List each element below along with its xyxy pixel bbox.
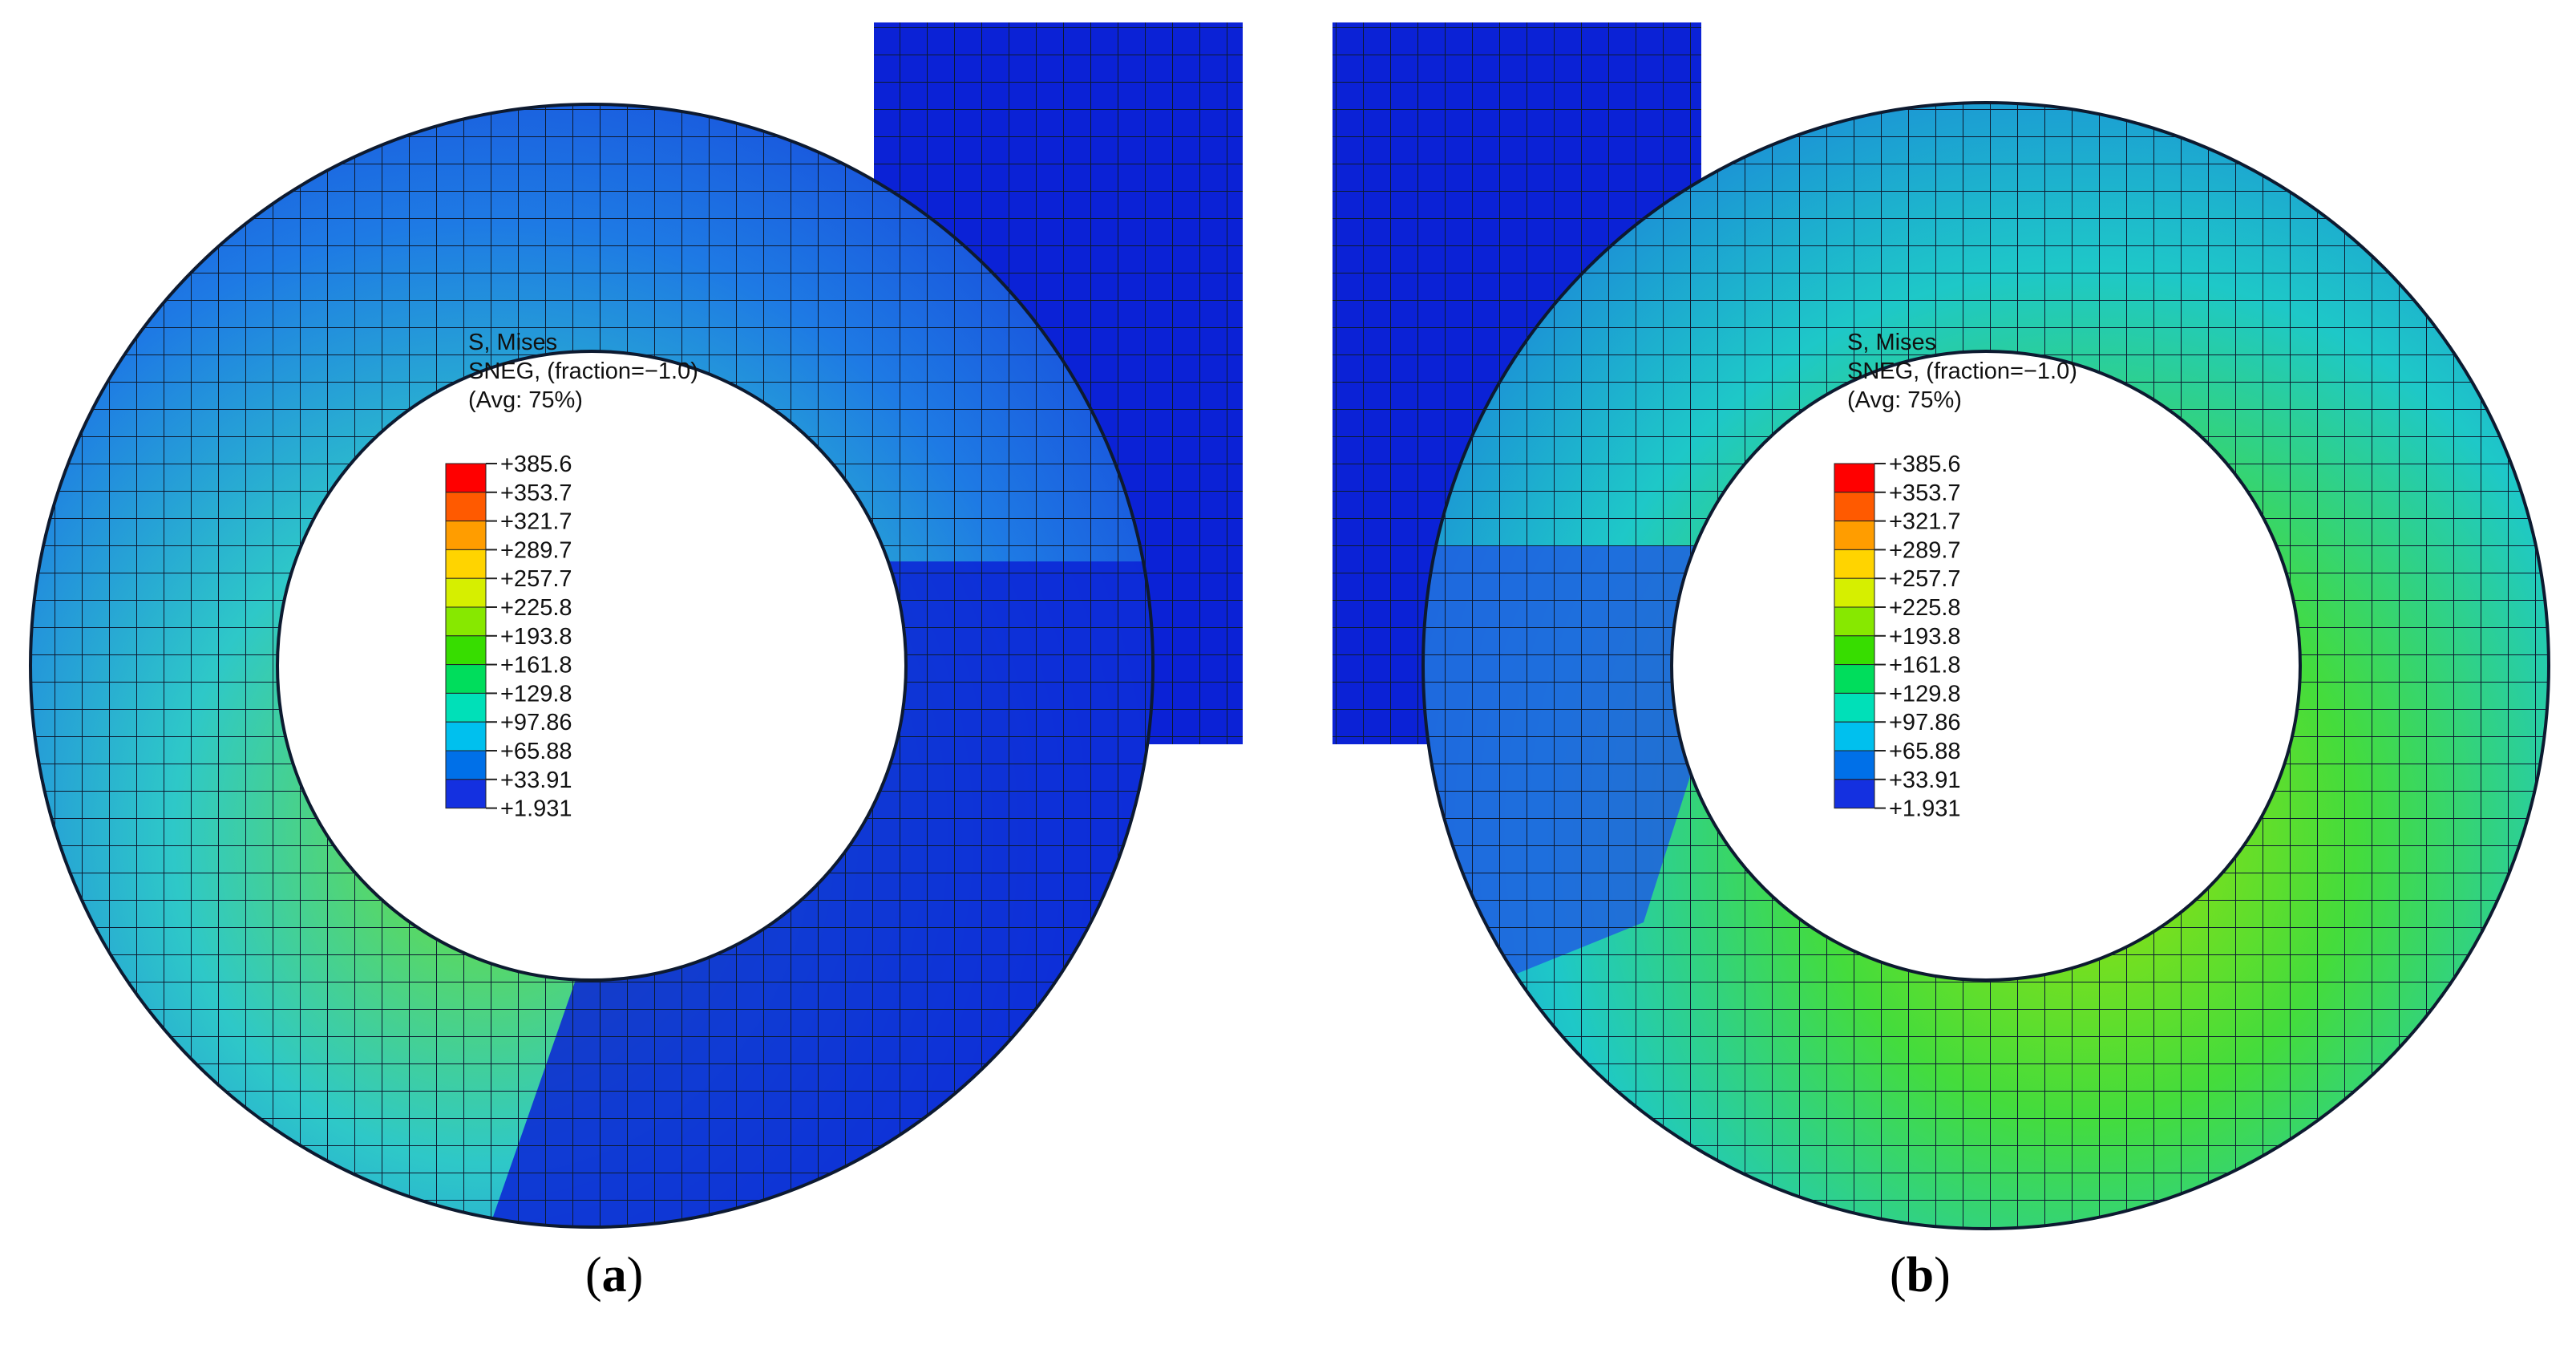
legend-swatch (1834, 577, 1875, 608)
legend-swatch (445, 549, 487, 579)
legend-swatch (1834, 463, 1875, 493)
legend-value: +129.8 (1889, 681, 1961, 707)
legend-swatch (445, 779, 487, 809)
panel-b-inner-bore (1670, 350, 2302, 982)
legend-value: +65.88 (1889, 739, 1961, 764)
legend-color-bar: +385.6 +353.7 +321.7+289.7 +257.7 +225.8 +193… (445, 452, 572, 822)
legend-value: +97.86 (1889, 710, 1961, 735)
legend-value: +321.7 (500, 509, 572, 535)
legend-value: +1.931 (500, 796, 572, 822)
panel-a-ring-outline (29, 103, 1155, 1229)
legend-value: +161.8 (500, 653, 572, 679)
legend-value: +353.7 (1889, 480, 1961, 506)
legend-color-bar: +385.6 +353.7 +321.7+289.7 +257.7 +225.8 +193… (1834, 452, 1961, 822)
legend-swatch (445, 577, 487, 608)
legend-swatch (1834, 721, 1875, 751)
legend-swatch (1834, 750, 1875, 780)
legend-value: +193.8 (500, 624, 572, 650)
legend-value: +353.7 (500, 480, 572, 506)
legend-subtitle: SNEG, (fraction=−1.0) (1847, 359, 2077, 384)
legend-title: S, Mises (468, 330, 557, 355)
legend-value: +97.86 (500, 710, 572, 735)
legend-value: +65.88 (500, 739, 572, 764)
legend-swatch (1834, 521, 1875, 550)
legend-swatch (1834, 635, 1875, 666)
legend-value: +289.7 (1889, 537, 1961, 563)
legend-value: +321.7 (1889, 509, 1961, 535)
legend-value: +257.7 (500, 566, 572, 592)
panel-b-legend: S, Mises SNEG, (fraction=−1.0) (Avg: 75%… (1834, 330, 2077, 822)
legend-swatch (445, 606, 487, 637)
legend-swatch (445, 635, 487, 666)
panel-a-legend: S, Mises SNEG, (fraction=−1.0) (Avg: 75%… (445, 330, 698, 822)
panel-b-ring-outline (1421, 101, 2550, 1230)
legend-avg: (Avg: 75%) (1847, 387, 1962, 413)
legend-swatch (1834, 492, 1875, 522)
panel-b-model (1283, 0, 2576, 1345)
legend-swatch (445, 521, 487, 550)
legend-value: +33.91 (500, 768, 572, 793)
legend-value: +385.6 (1889, 452, 1961, 477)
panel-a-caption: (a) (585, 1248, 644, 1302)
legend-swatch (1834, 664, 1875, 694)
legend-swatch (445, 750, 487, 780)
legend-value: +257.7 (1889, 566, 1961, 592)
legend-swatch (445, 664, 487, 694)
legend-swatch (1834, 606, 1875, 637)
legend-subtitle: SNEG, (fraction=−1.0) (468, 359, 698, 384)
legend-value: +161.8 (1889, 653, 1961, 679)
legend-swatch (1834, 779, 1875, 809)
legend-value: +1.931 (1889, 796, 1961, 822)
panel-a-inner-bore (276, 350, 908, 982)
legend-value: +225.8 (500, 595, 572, 621)
legend-swatch (445, 721, 487, 751)
legend-swatch (1834, 549, 1875, 579)
legend-swatch (445, 692, 487, 723)
legend-swatch (445, 463, 487, 493)
legend-title: S, Mises (1847, 330, 1936, 355)
legend-value: +33.91 (1889, 768, 1961, 793)
legend-value: +193.8 (1889, 624, 1961, 650)
legend-avg: (Avg: 75%) (468, 387, 583, 413)
legend-swatch (1834, 692, 1875, 723)
legend-value: +289.7 (500, 537, 572, 563)
legend-value: +225.8 (1889, 595, 1961, 621)
panel-a-model (0, 0, 1283, 1345)
panel-b-caption: (b) (1890, 1248, 1951, 1302)
legend-swatch (445, 492, 487, 522)
legend-value: +129.8 (500, 681, 572, 707)
legend-value: +385.6 (500, 452, 572, 477)
